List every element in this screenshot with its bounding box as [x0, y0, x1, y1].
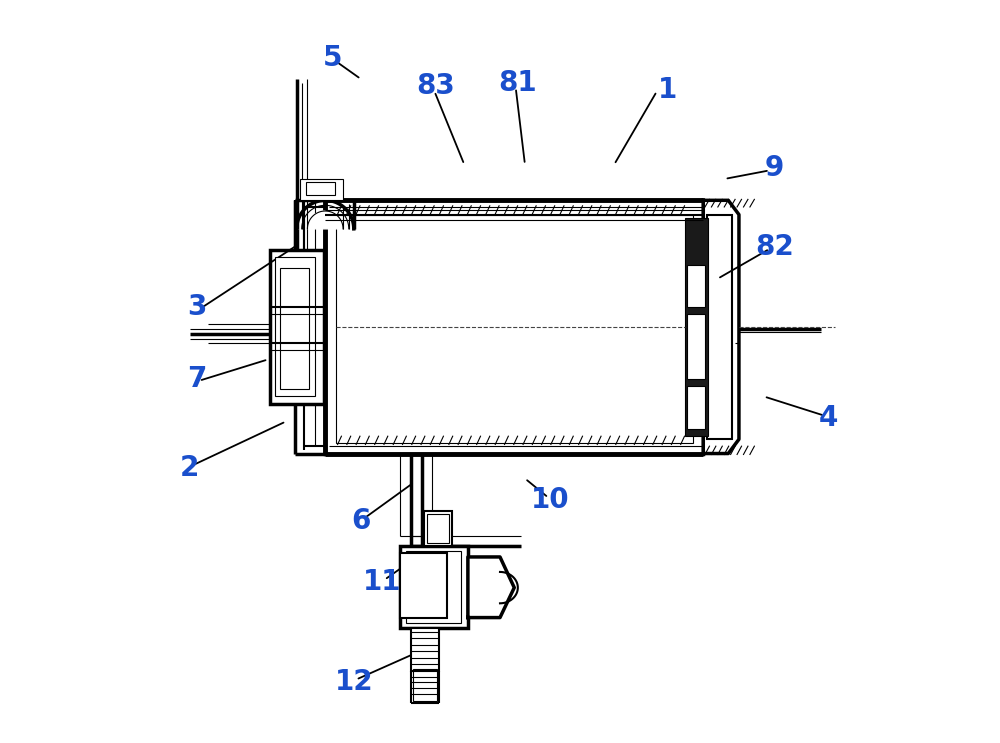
Bar	[687, 386, 705, 429]
Text: 83: 83	[416, 72, 455, 100]
Bar	[687, 314, 705, 379]
Text: 81: 81	[499, 68, 537, 97]
Text: 12: 12	[334, 668, 373, 695]
Bar	[424, 510, 452, 546]
Text: 7: 7	[187, 365, 207, 392]
Text: 2: 2	[180, 454, 199, 481]
Bar	[411, 629, 439, 671]
Text: 1: 1	[658, 76, 677, 104]
Text: 3: 3	[187, 293, 207, 321]
Text: 6: 6	[351, 507, 371, 535]
Bar	[325, 201, 703, 453]
Bar	[336, 215, 693, 443]
Bar	[406, 551, 461, 623]
Bar	[687, 265, 705, 308]
Text: 9: 9	[765, 155, 784, 182]
Polygon shape	[307, 211, 343, 229]
Text: 11: 11	[363, 568, 402, 596]
Bar	[270, 250, 324, 403]
Bar	[400, 546, 468, 629]
Text: 82: 82	[755, 233, 794, 261]
Bar	[300, 179, 343, 201]
Bar	[707, 215, 732, 439]
Text: 10: 10	[531, 486, 569, 514]
Bar	[400, 554, 447, 617]
Text: 4: 4	[818, 404, 838, 432]
Bar	[685, 218, 708, 435]
Bar	[306, 182, 335, 195]
Polygon shape	[468, 557, 514, 617]
Bar	[280, 268, 309, 389]
Bar	[275, 257, 315, 397]
Bar	[427, 514, 449, 542]
Polygon shape	[703, 201, 739, 453]
Bar	[413, 669, 437, 701]
Text: 5: 5	[323, 44, 342, 71]
